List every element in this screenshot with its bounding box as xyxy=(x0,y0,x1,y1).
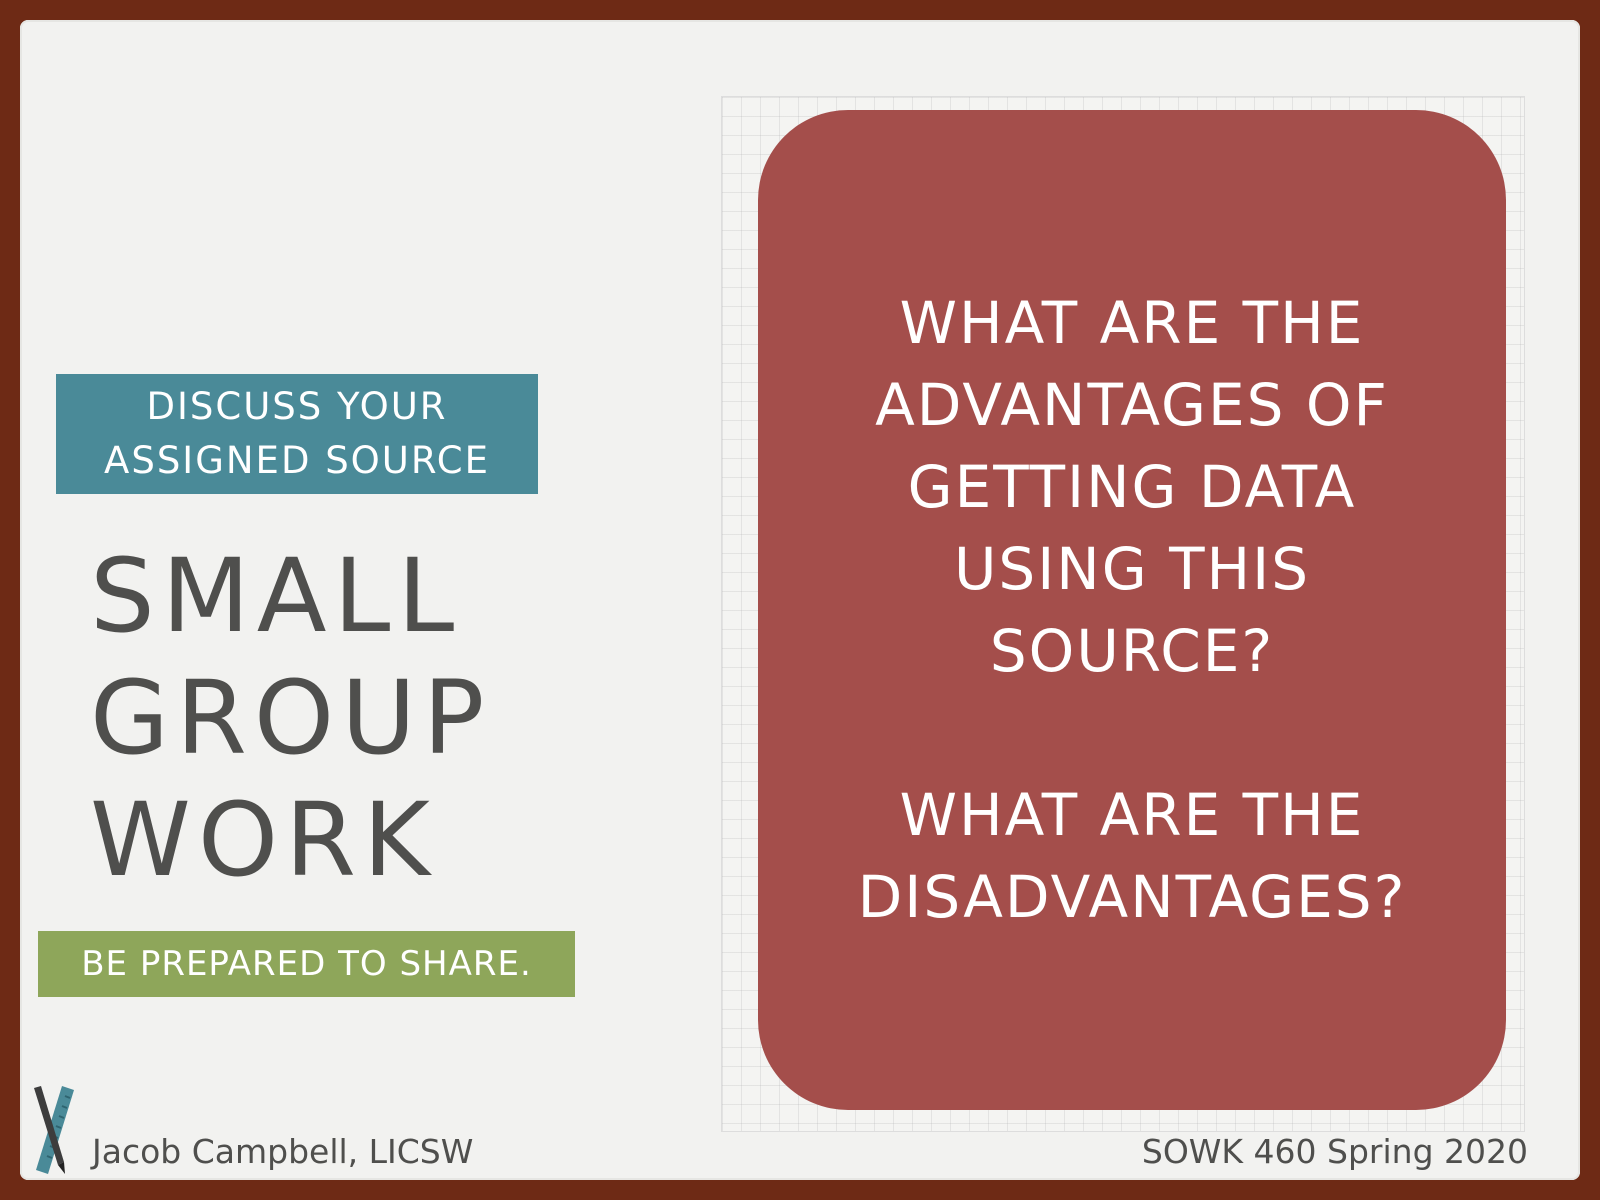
author-name: Jacob Campbell, LICSW xyxy=(92,1132,474,1171)
question-disadvantages: WHAT ARE THE DISADVANTAGES? xyxy=(857,781,1407,931)
question-advantages: WHAT ARE THE ADVANTAGES OF GETTING DATA … xyxy=(875,289,1389,685)
call-to-action-banner: BE PREPARED TO SHARE. xyxy=(38,931,575,997)
pen-shape xyxy=(34,1086,65,1174)
question-card: WHAT ARE THE ADVANTAGES OF GETTING DATA … xyxy=(758,110,1506,1110)
course-label: SOWK 460 Spring 2020 xyxy=(1141,1132,1528,1171)
pen-and-ruler-icon xyxy=(24,1082,84,1178)
subtitle-banner: DISCUSS YOUR ASSIGNED SOURCE xyxy=(56,374,538,494)
slide-title: SMALL GROUP WORK xyxy=(90,537,492,900)
logo-graphic xyxy=(34,1086,74,1174)
slide: WHAT ARE THE ADVANTAGES OF GETTING DATA … xyxy=(20,20,1580,1180)
